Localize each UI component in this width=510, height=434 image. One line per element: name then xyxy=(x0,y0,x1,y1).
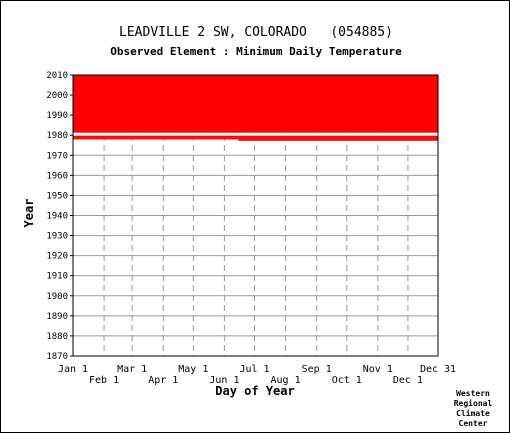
y-tick-label: 1930 xyxy=(46,232,68,242)
data-bar xyxy=(73,137,438,140)
axis-layer: 1870 1880 1890 1900 1910 1920 1930 1940 1950 1960… xyxy=(46,71,456,386)
x-tick-label: Oct 1 xyxy=(332,375,362,386)
x-tick-label: Jan 1 xyxy=(58,364,88,375)
y-tick-label: 1910 xyxy=(46,272,68,282)
x-tick-label: Jul 1 xyxy=(239,364,269,375)
x-axis-label: Day of Year xyxy=(215,384,294,398)
x-tick-label: Jun 1 xyxy=(209,375,239,386)
credit-line: Western xyxy=(456,389,490,398)
credit-block: Western Regional Climate Center xyxy=(443,389,503,429)
y-tick-label: 1880 xyxy=(46,332,68,342)
y-tick-label: 1900 xyxy=(46,292,68,302)
x-tick-label: Mar 1 xyxy=(117,364,147,375)
x-tick-label: Feb 1 xyxy=(89,375,119,386)
y-axis-label: Year xyxy=(22,199,36,228)
y-tick-label: 1970 xyxy=(46,151,68,161)
x-tick-label: Apr 1 xyxy=(148,375,178,386)
x-tick-label: Dec 31 xyxy=(420,364,456,375)
data-bar xyxy=(73,135,438,138)
y-tick-label: 1980 xyxy=(46,131,68,141)
y-tick-label: 2000 xyxy=(46,91,68,101)
data-bar xyxy=(238,139,438,141)
y-tick-label: 1960 xyxy=(46,171,68,181)
y-tick-label: 1920 xyxy=(46,252,68,262)
y-tick-label: 1890 xyxy=(46,312,68,322)
x-tick-label: Nov 1 xyxy=(363,364,393,375)
x-tick-label: Sep 1 xyxy=(302,364,332,375)
credit-line: Center xyxy=(458,419,488,428)
data-bar xyxy=(73,75,438,133)
x-tick-label: May 1 xyxy=(178,364,208,375)
x-tick-label: Aug 1 xyxy=(271,375,301,386)
y-tick-label: 1940 xyxy=(46,212,68,222)
chart-subtitle: Observed Element : Minimum Daily Tempera… xyxy=(110,45,402,58)
y-tick-label: 1870 xyxy=(46,352,68,362)
data-gap xyxy=(73,132,438,136)
data-layer xyxy=(73,75,438,141)
y-tick-label: 1990 xyxy=(46,111,68,121)
credit-line: Regional xyxy=(453,399,493,408)
chart-title: LEADVILLE 2 SW, COLORADO (054885) xyxy=(119,25,393,40)
y-tick-label: 2010 xyxy=(46,71,68,81)
y-tick-label: 1950 xyxy=(46,191,68,201)
credit-line: Climate xyxy=(456,409,490,418)
x-tick-label: Dec 1 xyxy=(393,375,423,386)
